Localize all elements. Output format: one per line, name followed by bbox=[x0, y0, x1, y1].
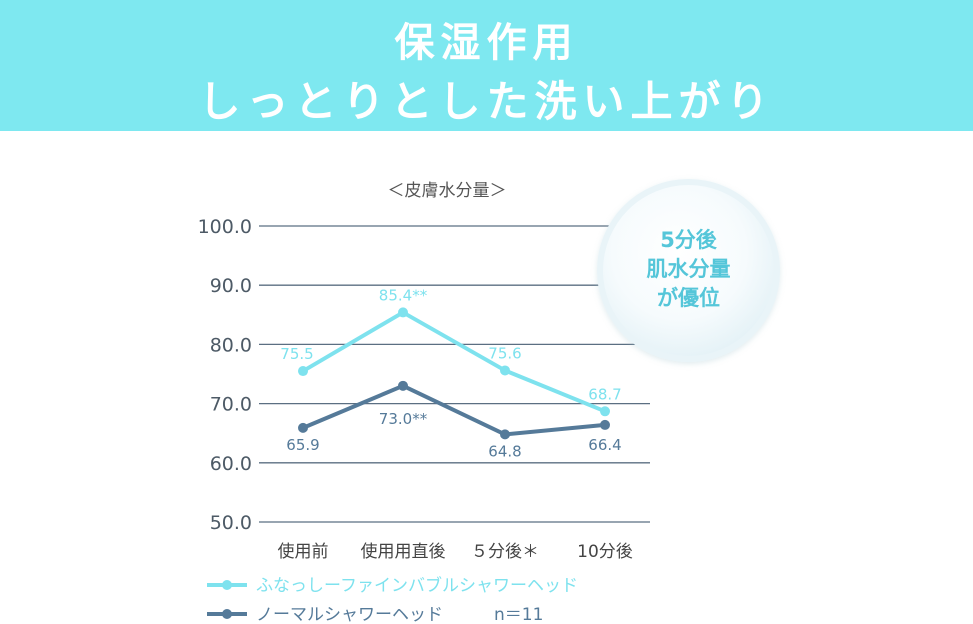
y-tick-label: 90.0 bbox=[210, 275, 252, 297]
data-label: 75.5 bbox=[280, 345, 313, 363]
x-tick-label: 使用用直後 bbox=[361, 541, 446, 562]
data-point bbox=[298, 366, 308, 377]
callout-line-3: が優位 bbox=[657, 286, 720, 310]
data-point bbox=[500, 365, 510, 376]
data-label: 65.9 bbox=[286, 436, 319, 454]
data-label: 73.0** bbox=[379, 410, 428, 428]
data-label: 85.4** bbox=[379, 286, 428, 304]
callout-line-1: 5分後 bbox=[660, 228, 717, 252]
data-point bbox=[600, 419, 610, 430]
legend-swatch-marker bbox=[222, 580, 232, 590]
data-point bbox=[600, 406, 610, 417]
data-point bbox=[398, 380, 408, 391]
data-label: 66.4 bbox=[588, 436, 621, 454]
x-tick-label: 使用前 bbox=[278, 541, 329, 562]
legend-swatch-marker bbox=[222, 609, 232, 619]
y-tick-label: 60.0 bbox=[210, 453, 252, 475]
data-point bbox=[500, 429, 510, 440]
callout-bubble: 5分後 肌水分量 が優位 bbox=[597, 179, 780, 362]
callout-line-2: 肌水分量 bbox=[646, 257, 731, 281]
sample-size-note: n＝11 bbox=[494, 605, 543, 624]
legend-label: ノーマルシャワーヘッド bbox=[256, 605, 443, 624]
header-banner: 保湿作用 しっとりとした洗い上がり bbox=[0, 0, 973, 131]
series-line bbox=[301, 310, 606, 414]
header-title: 保湿作用 bbox=[394, 20, 579, 66]
y-tick-label: 70.0 bbox=[210, 394, 252, 416]
y-tick-label: 80.0 bbox=[210, 334, 252, 356]
y-tick-label: 100.0 bbox=[198, 216, 252, 238]
data-point bbox=[398, 307, 408, 318]
data-label: 75.6 bbox=[488, 344, 521, 362]
data-label: 68.7 bbox=[588, 385, 621, 403]
chart-title: ＜皮膚水分量＞ bbox=[388, 181, 507, 201]
data-label: 64.8 bbox=[488, 442, 521, 460]
x-tick-label: 10分後 bbox=[577, 542, 633, 562]
x-tick-label: ５分後＊ bbox=[471, 542, 539, 562]
header-subtitle: しっとりとした洗い上がり bbox=[198, 77, 775, 126]
series-line bbox=[302, 383, 606, 437]
y-tick-label: 50.0 bbox=[210, 512, 252, 534]
legend-label: ふなっしーファインバブルシャワーヘッド bbox=[256, 575, 578, 596]
data-point bbox=[298, 422, 308, 433]
